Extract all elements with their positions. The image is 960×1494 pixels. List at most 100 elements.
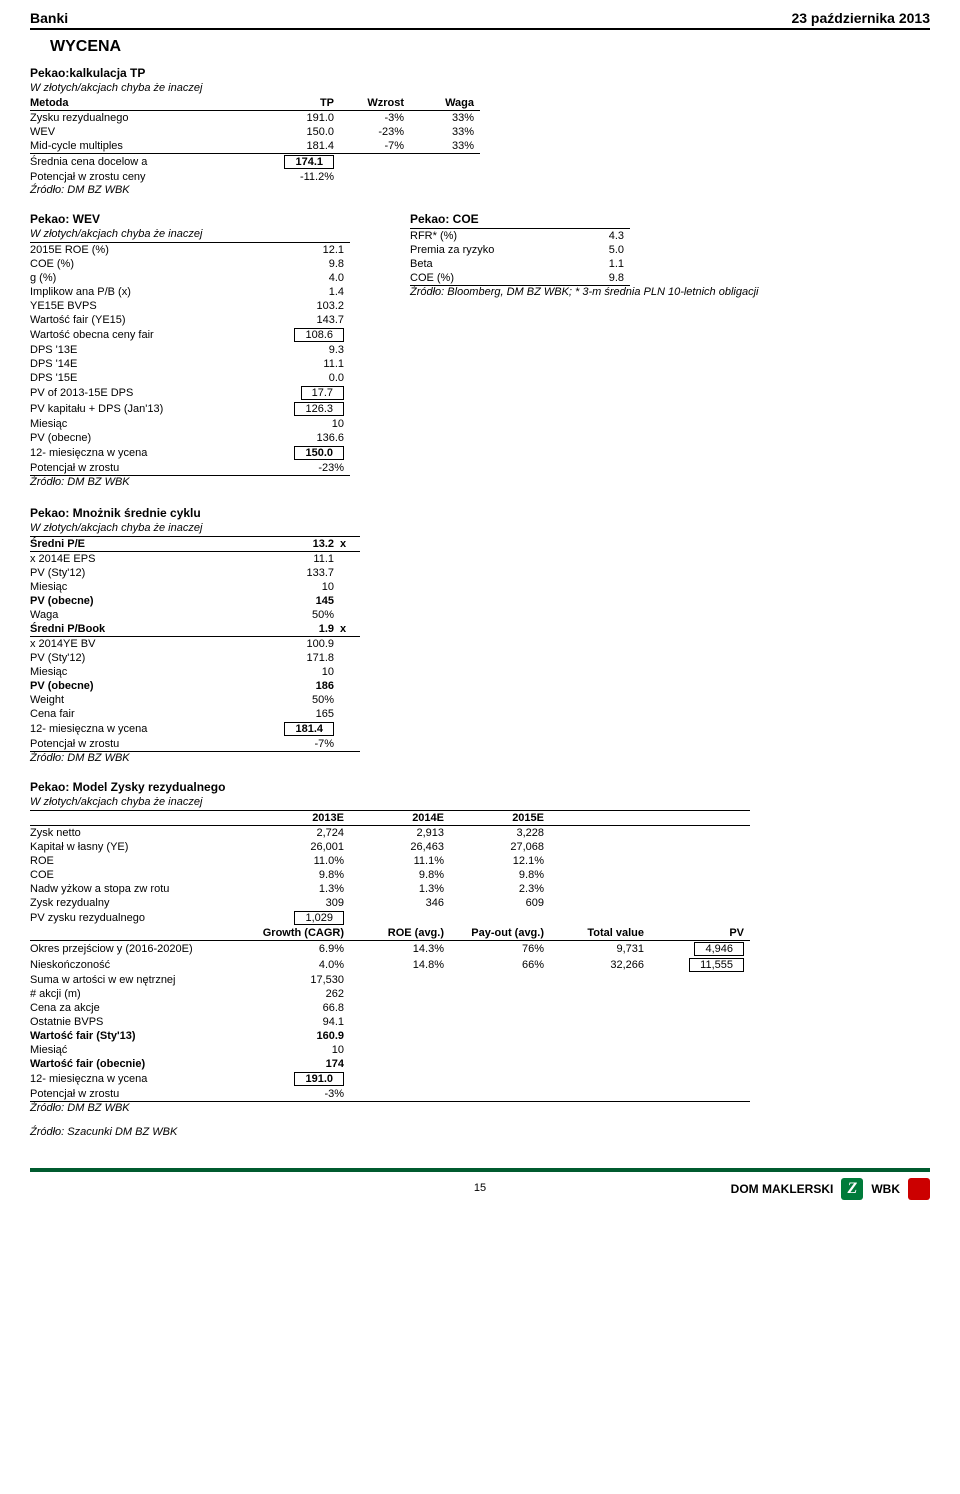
val-box: 108.6 [294,328,344,342]
table-row: Nadw yżkow a stopa zw rotu1.3%1.3%2.3% [30,882,750,896]
table-row: DPS '15E0.0 [30,371,350,385]
page-footer: 15 DOM MAKLERSKI Z WBK [30,1168,930,1208]
table-row: Cena fair165 [30,707,360,721]
table-row: PV (Sty'12)133.7 [30,566,360,580]
pot-row: Potencjał w zrostu-23% [30,461,350,476]
table-row: Weight50% [30,693,360,707]
table-row: Średni P/E13.2x [30,537,360,552]
footer-logo: DOM MAKLERSKI Z WBK [731,1178,930,1200]
tp-table: Metoda TP Wzrost Waga Zysku rezydualnego… [30,96,480,184]
brand-text: WBK [871,1182,900,1196]
tp-title: Pekao:kalkulacja TP [30,66,930,80]
table-row: Miesiąc10 [30,417,350,431]
table-row: PV (Sty'12)171.8 [30,651,360,665]
tp-sub: W złotych/akcjach chyba że inaczej [30,82,930,94]
val-box: 126.3 [294,402,344,416]
val-box: 11,555 [689,958,744,972]
wev-block: Pekao: WEV W złotych/akcjach chyba że in… [30,212,350,490]
pot-row: Potencjał w zrostu ceny-11.2% [30,170,480,184]
logo-flame-icon [908,1178,930,1200]
table-row: DPS '14E11.1 [30,357,350,371]
avg-box: 174.1 [284,155,334,169]
mult-source: Źródło: DM BZ WBK [30,752,930,764]
val-box: 1,029 [294,911,344,925]
table-row: Miesiąc10 [30,665,360,679]
header-left: Banki [30,10,68,26]
table-head-row: Growth (CAGR) ROE (avg.) Pay-out (avg.) … [30,926,750,941]
table-row: RFR* (%)4.3 [410,229,630,244]
table-row: PV (obecne)145 [30,594,360,608]
table-row: Premia za ryzyko5.0 [410,243,630,257]
table-row: ROE11.0%11.1%12.1% [30,854,750,868]
table-head-row: 2013E 2014E 2015E [30,811,750,826]
wev-sub: W złotych/akcjach chyba że inaczej [30,228,350,240]
box-row: PV of 2013-15E DPS17.7 [30,385,350,401]
table-head-row: Metoda TP Wzrost Waga [30,96,480,111]
table-row: Kapitał w łasny (YE)26,00126,46327,068 [30,840,750,854]
table-row: # akcji (m)262 [30,987,750,1001]
table-row: YE15E BVPS103.2 [30,299,350,313]
table-row: Cena za akcje66.8 [30,1001,750,1015]
table-row: g (%)4.0 [30,271,350,285]
val-box: 17.7 [301,386,344,400]
wev-source: Źródło: DM BZ WBK [30,476,350,488]
val-box: 181.4 [284,722,334,736]
table-row: Waga50% [30,608,360,622]
val-box: 150.0 [294,446,344,460]
box-row: PV kapitału + DPS (Jan'13)126.3 [30,401,350,417]
table-row: COE (%)9.8 [410,271,630,286]
logo-z-icon: Z [841,1178,863,1200]
wev-table: 2015E ROE (%)12.1 COE (%)9.8 g (%)4.0 Im… [30,242,350,476]
table-row: Miesiąc10 [30,580,360,594]
tp-source: Źródło: DM BZ WBK [30,184,930,196]
resid-source: Źródło: DM BZ WBK [30,1102,930,1114]
page-title: WYCENA [50,38,930,56]
resid-sub: W złotych/akcjach chyba że inaczej [30,796,930,808]
coe-source: Źródło: Bloomberg, DM BZ WBK; * 3-m śred… [410,286,758,298]
box-row: Wartość obecna ceny fair108.6 [30,327,350,343]
table-row: x 2014E EPS11.1 [30,552,360,567]
wev-title: Pekao: WEV [30,212,350,226]
val-box: 191.0 [294,1072,344,1086]
table-row: PV (obecne)136.6 [30,431,350,445]
mult-block: Pekao: Mnożnik średnie cyklu W złotych/a… [30,506,930,764]
pot-row: Potencjał w zrostu-3% [30,1087,750,1102]
table-row: Wartość fair (obecnie)174 [30,1057,750,1071]
table-row: PV (obecne)186 [30,679,360,693]
pot-row: Potencjał w zrostu-7% [30,737,360,752]
resid-source2: Źródło: Szacunki DM BZ WBK [30,1126,930,1138]
table-row: Beta1.1 [410,257,630,271]
box-row: PV zysku rezydualnego1,029 [30,910,750,926]
mult-sub: W złotych/akcjach chyba że inaczej [30,522,930,534]
box-row: 12- miesięczna w ycena181.4 [30,721,360,737]
table-row: Wartość fair (Sty'13)160.9 [30,1029,750,1043]
brand-text: DOM MAKLERSKI [731,1182,834,1196]
mult-table: Średni P/E13.2x x 2014E EPS11.1 PV (Sty'… [30,536,360,752]
resid-title: Pekao: Model Zysky rezydualnego [30,780,930,794]
table-row: x 2014YE BV100.9 [30,637,360,652]
val-box: 4,946 [694,942,744,956]
table-row: Implikow ana P/B (x)1.4 [30,285,350,299]
header-right: 23 października 2013 [791,10,930,26]
box-row: 12- miesięczna w ycena150.0 [30,445,350,461]
table-row: 2015E ROE (%)12.1 [30,243,350,258]
table-row: Okres przejściow y (2016-2020E)6.9%14.3%… [30,941,750,958]
table-row: Zysk netto2,7242,9133,228 [30,826,750,841]
table-row: COE (%)9.8 [30,257,350,271]
table-row: COE9.8%9.8%9.8% [30,868,750,882]
table-row: DPS '13E9.3 [30,343,350,357]
tp-block: Pekao:kalkulacja TP W złotych/akcjach ch… [30,66,930,196]
table-row: Ostatnie BVPS94.1 [30,1015,750,1029]
wev-coe-row: Pekao: WEV W złotych/akcjach chyba że in… [30,212,930,506]
table-row: Wartość fair (YE15)143.7 [30,313,350,327]
page-header: Banki 23 października 2013 [30,10,930,30]
table-row: WEV150.0-23%33% [30,125,480,139]
table-row: Miesiąć10 [30,1043,750,1057]
coe-title: Pekao: COE [410,212,758,226]
table-row: Mid-cycle multiples181.4-7%33% [30,139,480,154]
resid-block: Pekao: Model Zysky rezydualnego W złotyc… [30,780,930,1138]
coe-block: Pekao: COE RFR* (%)4.3 Premia za ryzyko5… [410,212,758,300]
avg-row: Średnia cena docelow a174.1 [30,154,480,171]
table-row: Średni P/Book1.9x [30,622,360,637]
table-row: Suma w artości w ew nętrznej17,530 [30,973,750,987]
